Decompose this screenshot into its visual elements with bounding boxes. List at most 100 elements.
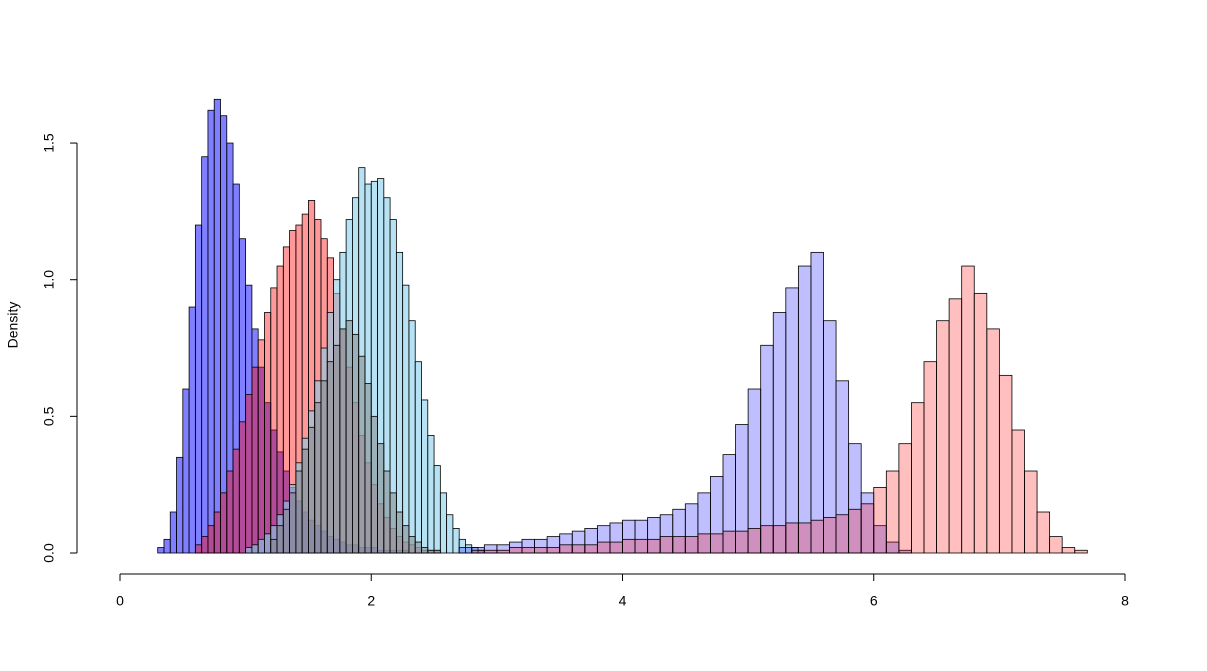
histogram-bar — [1049, 536, 1063, 554]
histogram-bar — [238, 421, 247, 554]
histogram-bar — [213, 98, 221, 554]
histogram-bar — [370, 415, 378, 554]
histogram-bar — [157, 547, 165, 554]
histogram-bar — [264, 533, 272, 554]
histogram-bar — [427, 435, 435, 554]
histogram-bar — [1061, 547, 1076, 554]
histogram-bar — [201, 536, 209, 554]
histogram-bar — [986, 328, 1000, 554]
histogram-bar — [339, 328, 347, 554]
histogram-bar — [289, 492, 297, 554]
y-tick-label: 1.5 — [41, 133, 57, 153]
histogram-bar — [898, 443, 912, 554]
histogram-bar — [860, 503, 875, 554]
histogram-bar — [163, 538, 171, 554]
x-tick-label: 0 — [116, 593, 124, 609]
x-tick-label: 6 — [870, 593, 878, 609]
histogram-bar — [936, 320, 950, 554]
x-tick-label: 4 — [619, 593, 627, 609]
histogram-bar — [1011, 429, 1025, 554]
histogram-bar — [797, 265, 812, 554]
histogram-bar — [760, 344, 774, 554]
histogram-bar — [961, 265, 975, 554]
histogram-bar — [377, 443, 385, 554]
histogram-bar — [232, 448, 240, 554]
histogram-bar — [320, 380, 328, 554]
histogram-bar — [169, 511, 177, 554]
histogram-bar — [276, 265, 284, 554]
histogram-bar — [647, 538, 661, 554]
histogram-bar — [584, 544, 598, 554]
histogram-bar — [596, 541, 611, 554]
histogram-bar — [697, 533, 711, 554]
histogram-bar — [257, 538, 265, 554]
histogram-bar — [345, 320, 353, 554]
histogram-bar — [521, 547, 535, 554]
y-axis-label: Density — [5, 302, 21, 349]
plot-area — [157, 98, 1088, 554]
histogram-bar — [414, 541, 422, 554]
histogram-bar — [282, 508, 290, 554]
histogram-bar — [301, 448, 309, 554]
histogram-bar — [226, 470, 234, 554]
histogram-bar — [609, 541, 623, 554]
histogram-bar — [785, 522, 799, 554]
histogram-bar — [194, 224, 203, 554]
histogram-bar — [785, 287, 799, 554]
histogram-bar — [810, 519, 824, 554]
histogram-bar — [395, 251, 404, 554]
histogram-bar — [483, 549, 498, 554]
histogram-bar — [684, 536, 699, 554]
histogram-bar — [546, 547, 561, 554]
histogram-bar — [427, 549, 435, 554]
histogram-bar — [395, 511, 404, 554]
histogram-bar — [810, 251, 824, 554]
histogram-bar — [634, 538, 649, 554]
histogram-bar — [220, 115, 228, 554]
histogram-bar — [747, 528, 762, 554]
histogram-bar — [333, 344, 341, 554]
histogram-bar — [622, 538, 636, 554]
histogram-bar — [722, 530, 736, 554]
histogram-bar — [973, 292, 988, 554]
histogram-bar — [213, 511, 221, 554]
histogram-bar — [452, 528, 460, 554]
histogram-bar — [314, 402, 322, 554]
histogram-bar — [848, 508, 862, 554]
histogram-bar — [295, 470, 303, 554]
histogram-bar — [735, 530, 749, 554]
histogram-bar — [923, 361, 937, 554]
x-tick-label: 8 — [1121, 593, 1129, 609]
histogram-bar — [672, 536, 686, 554]
histogram-bar — [1024, 470, 1038, 554]
histogram-bar — [408, 320, 416, 554]
histogram-bar — [245, 394, 253, 554]
histogram-bar — [207, 525, 215, 554]
histogram-bar — [408, 536, 416, 554]
y-tick-label: 1.0 — [41, 270, 57, 290]
x-tick-label: 2 — [367, 593, 375, 609]
histogram-bar — [885, 470, 900, 554]
histogram-bar — [948, 298, 963, 554]
histogram-bar — [308, 426, 316, 554]
histogram-bar — [389, 492, 397, 554]
histogram-bar — [911, 402, 925, 554]
histogram-bar — [207, 109, 215, 554]
histogram-bar — [358, 355, 366, 554]
histogram-bar — [509, 547, 523, 554]
histogram-bar — [245, 547, 253, 554]
histogram-bar — [421, 399, 429, 554]
y-tick-label: 0.0 — [41, 543, 57, 563]
histogram-bar — [182, 388, 190, 554]
histogram-bar — [823, 517, 837, 554]
histogram-bar — [496, 549, 510, 554]
y-tick-label: 0.5 — [41, 406, 57, 426]
histogram-bar — [659, 536, 674, 554]
histogram-bar — [571, 544, 586, 554]
histogram-bar — [270, 538, 278, 554]
histogram-bar — [176, 456, 184, 554]
histogram-bar — [326, 361, 334, 554]
histogram-bar — [1036, 511, 1051, 554]
histogram-bar — [276, 525, 284, 554]
